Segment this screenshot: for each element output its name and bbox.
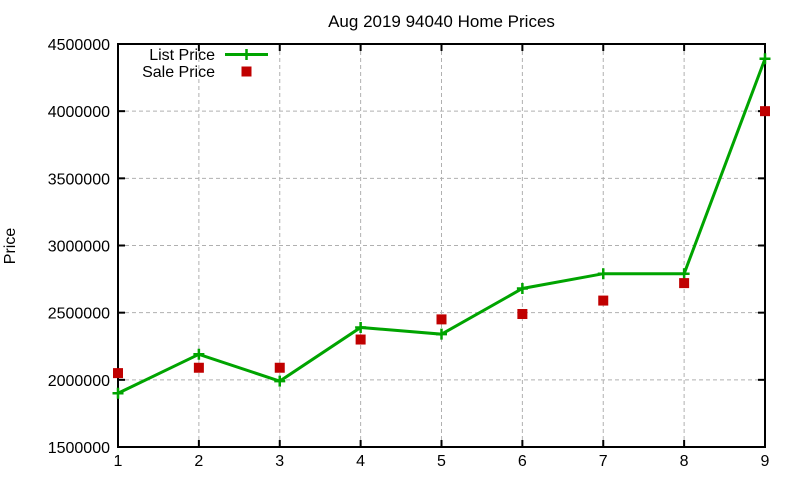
x-tick-label: 1 [114,453,123,470]
list-price-marker [516,282,528,294]
legend-list-price-marker [241,49,252,60]
x-tick-label: 8 [680,453,689,470]
list-price-marker [112,387,124,399]
plot-border [117,43,766,448]
list-price-marker [193,348,205,360]
y-tick-label: 3000000 [48,239,110,256]
series-layer [112,53,771,399]
legend-label-sale-price: Sale Price [142,64,215,81]
list-price-marker [759,53,771,65]
y-tick-label: 2500000 [48,306,110,323]
x-tick-label: 2 [194,453,203,470]
legend-label-list-price: List Price [149,47,215,64]
list-price-marker [436,328,447,340]
tick-label-layer: 1 2 3 4 5 6 7 8 9 1500000 2000000 2500000 3000000 350… [48,37,770,470]
chart-title: Aug 2019 94040 Home Prices [328,12,555,31]
list-price-marker [274,375,286,387]
x-tick-label: 4 [356,453,365,470]
x-tick-label: 7 [599,453,608,470]
y-tick-label: 4500000 [48,37,110,54]
x-tick-label: 6 [518,453,527,470]
list-price-marker [678,268,690,280]
y-tick-label: 4000000 [48,104,110,121]
sale-price-marker [679,278,690,289]
x-tick-label: 3 [275,453,284,470]
sale-price-marker [355,334,366,345]
list-price-marker [355,321,367,333]
y-tick-label: 3500000 [48,171,110,188]
legend: List Price Sale Price [142,47,268,81]
sale-price-marker [517,309,528,320]
grid-layer [117,43,766,448]
legend-sale-price-marker [241,66,252,77]
sale-price-marker [760,106,770,117]
sale-price-marker [598,295,609,306]
sale-price-marker [193,362,204,373]
y-tick-label: 2000000 [48,373,110,390]
sale-price-marker [113,368,123,379]
y-axis-label: Price [2,228,19,265]
list-price-marker [597,268,609,280]
sale-price-marker [274,362,285,373]
sale-price-marker [436,314,447,325]
y-tick-label: 1500000 [48,440,110,457]
x-tick-label: 9 [761,453,770,470]
x-tick-label: 5 [437,453,446,470]
